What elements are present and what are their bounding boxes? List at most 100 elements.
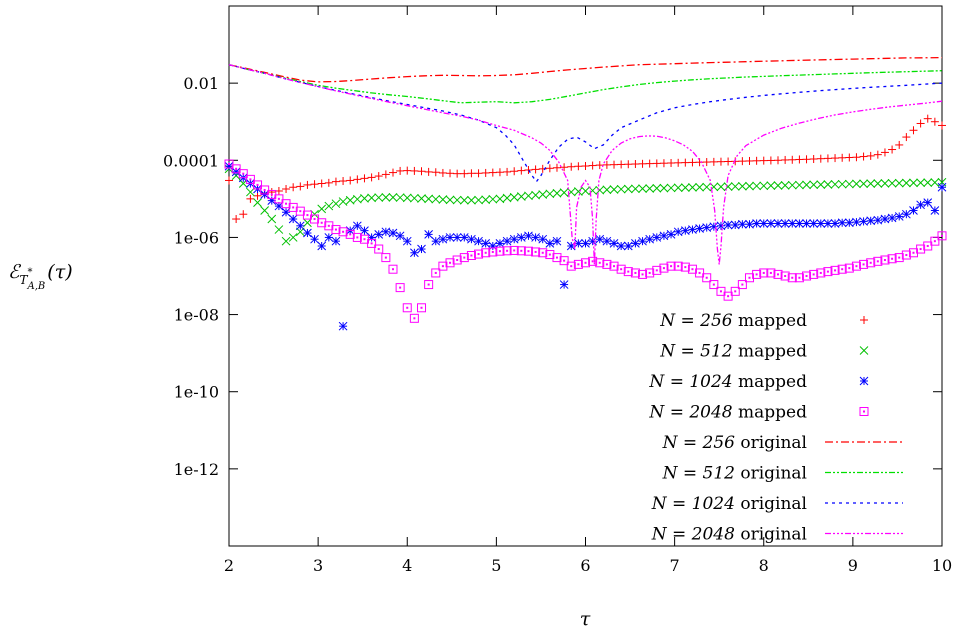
data-point xyxy=(374,193,384,202)
x-tick-label: 8 xyxy=(759,556,769,575)
data-point xyxy=(609,239,619,248)
data-point xyxy=(346,176,355,185)
data-point xyxy=(873,256,883,266)
x-tick-label: 3 xyxy=(313,556,323,575)
legend-entry: N = 256 original xyxy=(662,433,903,453)
data-point xyxy=(403,166,412,175)
y-label-arg: (τ) xyxy=(47,261,72,283)
data-point xyxy=(495,239,505,248)
data-point xyxy=(795,219,804,228)
data-point xyxy=(245,174,255,184)
data-point xyxy=(723,291,733,301)
data-point xyxy=(852,179,861,189)
data-point xyxy=(503,167,512,176)
y-tick-label: 1e-06 xyxy=(174,228,219,247)
data-point xyxy=(467,169,476,178)
data-point xyxy=(225,176,233,185)
series-6 xyxy=(228,64,943,104)
data-point xyxy=(495,246,505,256)
data-point xyxy=(844,218,854,228)
data-point xyxy=(645,159,654,168)
data-point xyxy=(581,239,590,248)
legend-label: N = 512 mapped xyxy=(659,342,807,362)
data-point xyxy=(859,259,869,269)
data-point xyxy=(844,179,854,189)
data-point xyxy=(523,246,533,256)
data-point xyxy=(645,184,655,193)
data-point xyxy=(409,313,419,323)
legend-swatch xyxy=(859,346,869,355)
data-point xyxy=(923,178,933,187)
data-point xyxy=(317,204,327,214)
y-label-sub: T xyxy=(20,273,29,287)
data-point xyxy=(452,255,462,265)
data-point xyxy=(866,216,876,226)
data-point xyxy=(887,213,897,223)
data-point xyxy=(317,241,327,251)
data-point xyxy=(666,183,676,193)
x-tick-label: 2 xyxy=(224,556,234,575)
data-point xyxy=(602,236,612,246)
data-point xyxy=(345,195,355,205)
y-tick-label: 1e-10 xyxy=(174,383,219,402)
data-point xyxy=(752,181,761,191)
data-point xyxy=(538,190,548,199)
data-point xyxy=(745,181,754,191)
data-point xyxy=(474,195,483,205)
legend: N = 256 mapped N = 512 mapped N = 1024 map… xyxy=(648,311,903,545)
data-point xyxy=(830,265,840,275)
data-point xyxy=(880,214,890,224)
series-1 xyxy=(225,114,946,224)
data-point xyxy=(695,224,704,233)
data-point xyxy=(795,180,804,190)
y-label-main: ℰ xyxy=(8,261,22,283)
series-8 xyxy=(228,64,943,265)
data-point xyxy=(345,229,355,239)
data-point xyxy=(894,178,904,188)
data-point xyxy=(317,218,327,228)
data-point xyxy=(481,248,491,258)
data-point xyxy=(388,193,398,202)
data-point xyxy=(752,219,761,228)
data-point xyxy=(709,280,719,290)
data-point xyxy=(609,261,619,271)
data-point xyxy=(488,168,497,177)
data-point xyxy=(745,219,754,229)
data-point xyxy=(873,179,883,188)
data-point xyxy=(474,236,483,246)
data-point xyxy=(424,280,434,290)
series-3 xyxy=(224,161,947,331)
data-point xyxy=(930,117,939,126)
data-point xyxy=(659,263,669,273)
data-point xyxy=(239,210,248,219)
data-point xyxy=(845,153,854,162)
data-point xyxy=(452,195,462,205)
x-tick-label: 9 xyxy=(848,556,858,575)
data-point xyxy=(645,268,655,278)
data-point xyxy=(667,159,676,168)
data-point xyxy=(673,183,683,193)
data-point xyxy=(638,184,647,193)
data-point xyxy=(338,227,348,237)
data-point xyxy=(510,167,519,176)
data-point xyxy=(866,179,876,188)
series-line xyxy=(228,56,943,83)
data-point xyxy=(381,193,391,202)
data-point xyxy=(781,155,790,164)
data-point xyxy=(453,169,462,178)
data-point xyxy=(288,233,298,242)
data-point xyxy=(909,126,918,135)
data-point xyxy=(759,181,769,191)
data-point xyxy=(901,250,911,260)
y-label-subsub: A,B xyxy=(27,281,46,292)
data-point xyxy=(616,264,626,274)
series-line xyxy=(228,64,943,104)
data-point xyxy=(545,250,555,260)
y-tick-label: 0.0001 xyxy=(163,151,219,170)
legend-label: N = 1024 mapped xyxy=(648,372,807,392)
data-point xyxy=(616,184,626,194)
data-point xyxy=(680,262,690,272)
data-point xyxy=(674,158,683,167)
data-point xyxy=(410,193,419,203)
data-point xyxy=(823,180,833,189)
